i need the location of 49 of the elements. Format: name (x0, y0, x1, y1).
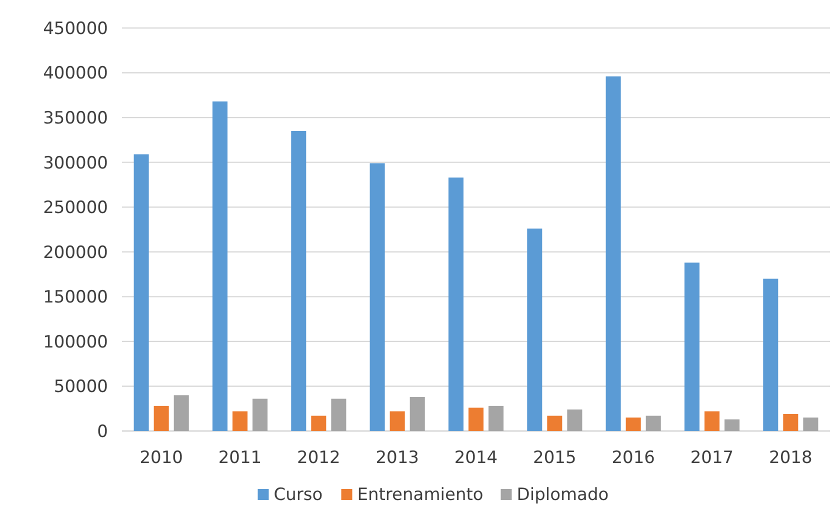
bar (252, 398, 268, 431)
legend-label: Entrenamiento (357, 485, 484, 505)
bar (547, 416, 562, 431)
bar (212, 101, 228, 431)
bar (134, 154, 149, 431)
x-tick-label: 2013 (376, 448, 419, 468)
bar (174, 395, 189, 431)
x-tick-label: 2012 (297, 448, 340, 468)
x-tick-label: 2015 (533, 448, 576, 468)
bar (370, 163, 385, 431)
y-tick-label: 0 (97, 422, 108, 442)
bar (291, 130, 306, 431)
y-tick-label: 200000 (43, 242, 108, 263)
legend-label: Diplomado (516, 485, 609, 505)
y-tick-label: 450000 (43, 18, 108, 39)
bar (448, 178, 464, 431)
bar (390, 411, 405, 431)
y-tick-label: 50000 (54, 377, 108, 398)
bar (724, 419, 740, 431)
bar (488, 406, 504, 431)
bar (232, 411, 248, 431)
bar (311, 416, 326, 431)
bar (646, 416, 661, 431)
bar (410, 396, 425, 431)
y-tick-label: 400000 (43, 64, 108, 84)
x-tick-label: 2017 (690, 448, 734, 468)
x-tick-label: 2011 (218, 448, 262, 468)
y-tick-label: 350000 (43, 108, 108, 129)
bar (803, 418, 818, 431)
x-tick-label: 2010 (140, 448, 183, 468)
bar (527, 228, 542, 431)
bar (684, 262, 700, 431)
bar (704, 411, 720, 431)
x-tick-label: 2014 (454, 448, 498, 468)
bar (763, 278, 778, 431)
bar (331, 398, 346, 431)
bar (606, 76, 621, 431)
y-tick-label: 300000 (43, 153, 108, 174)
bar (468, 408, 484, 431)
bar (783, 414, 798, 431)
legend-label: Curso (274, 485, 323, 505)
y-tick-label: 100000 (43, 332, 108, 352)
x-tick-label: 2018 (769, 448, 812, 468)
bar (567, 410, 582, 431)
x-tick-label: 2016 (612, 448, 655, 468)
bar (626, 418, 641, 431)
bar (154, 406, 169, 431)
y-tick-label: 150000 (43, 288, 108, 308)
y-tick-label: 250000 (43, 198, 108, 218)
